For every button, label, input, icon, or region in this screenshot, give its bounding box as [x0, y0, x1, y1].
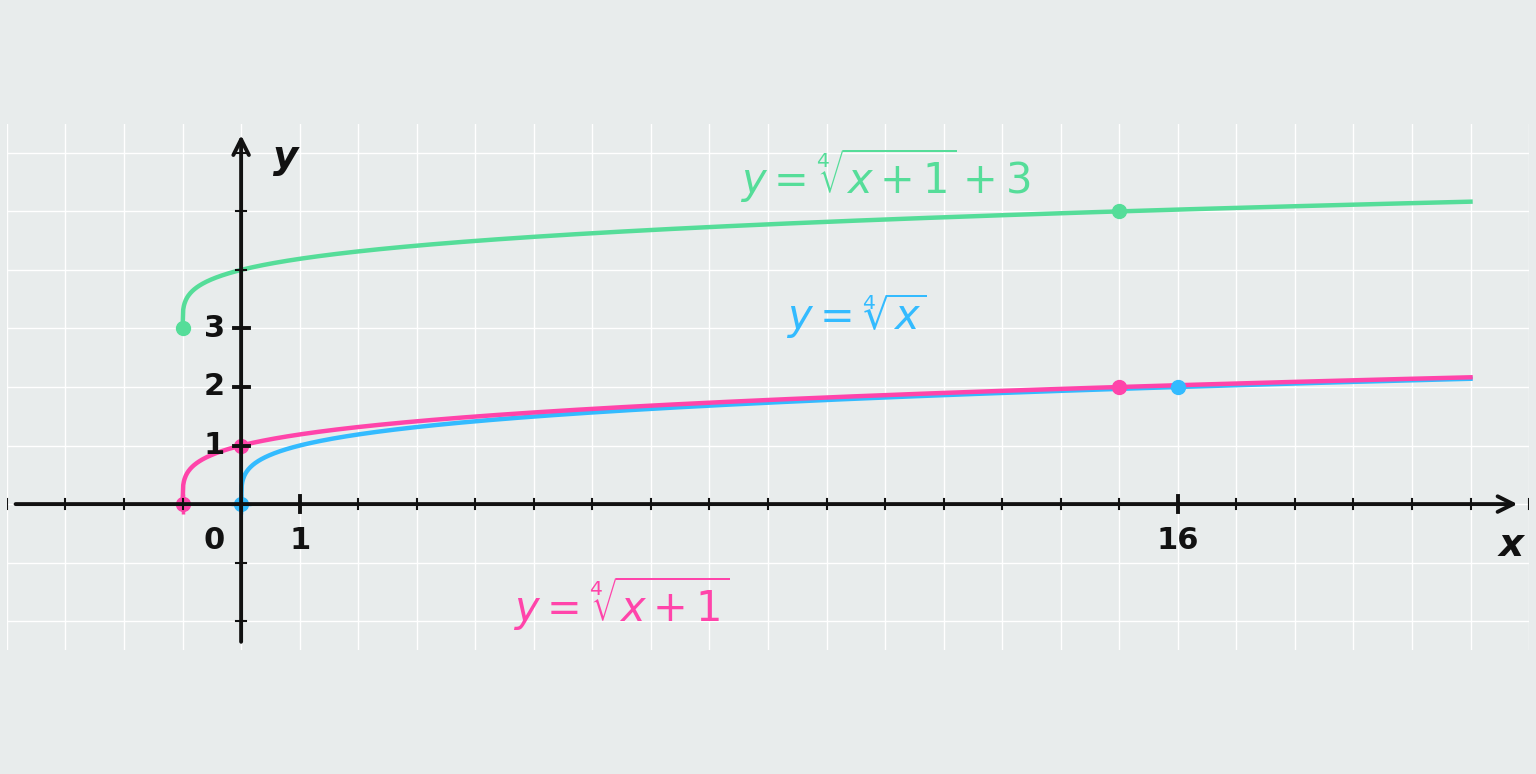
Text: 1: 1 [289, 526, 310, 555]
Text: 16: 16 [1157, 526, 1200, 555]
Text: 0: 0 [203, 526, 224, 555]
Text: $y = \sqrt[4]{x+1}$: $y = \sqrt[4]{x+1}$ [513, 574, 730, 633]
Text: 1: 1 [203, 431, 224, 460]
Text: x: x [1499, 526, 1524, 564]
Text: 3: 3 [204, 314, 224, 343]
Text: y: y [273, 139, 298, 176]
Text: $y = \sqrt[4]{x}$: $y = \sqrt[4]{x}$ [786, 292, 926, 341]
Text: 2: 2 [204, 372, 224, 402]
Text: $y = \sqrt[4]{x+1}+3$: $y = \sqrt[4]{x+1}+3$ [740, 147, 1031, 205]
